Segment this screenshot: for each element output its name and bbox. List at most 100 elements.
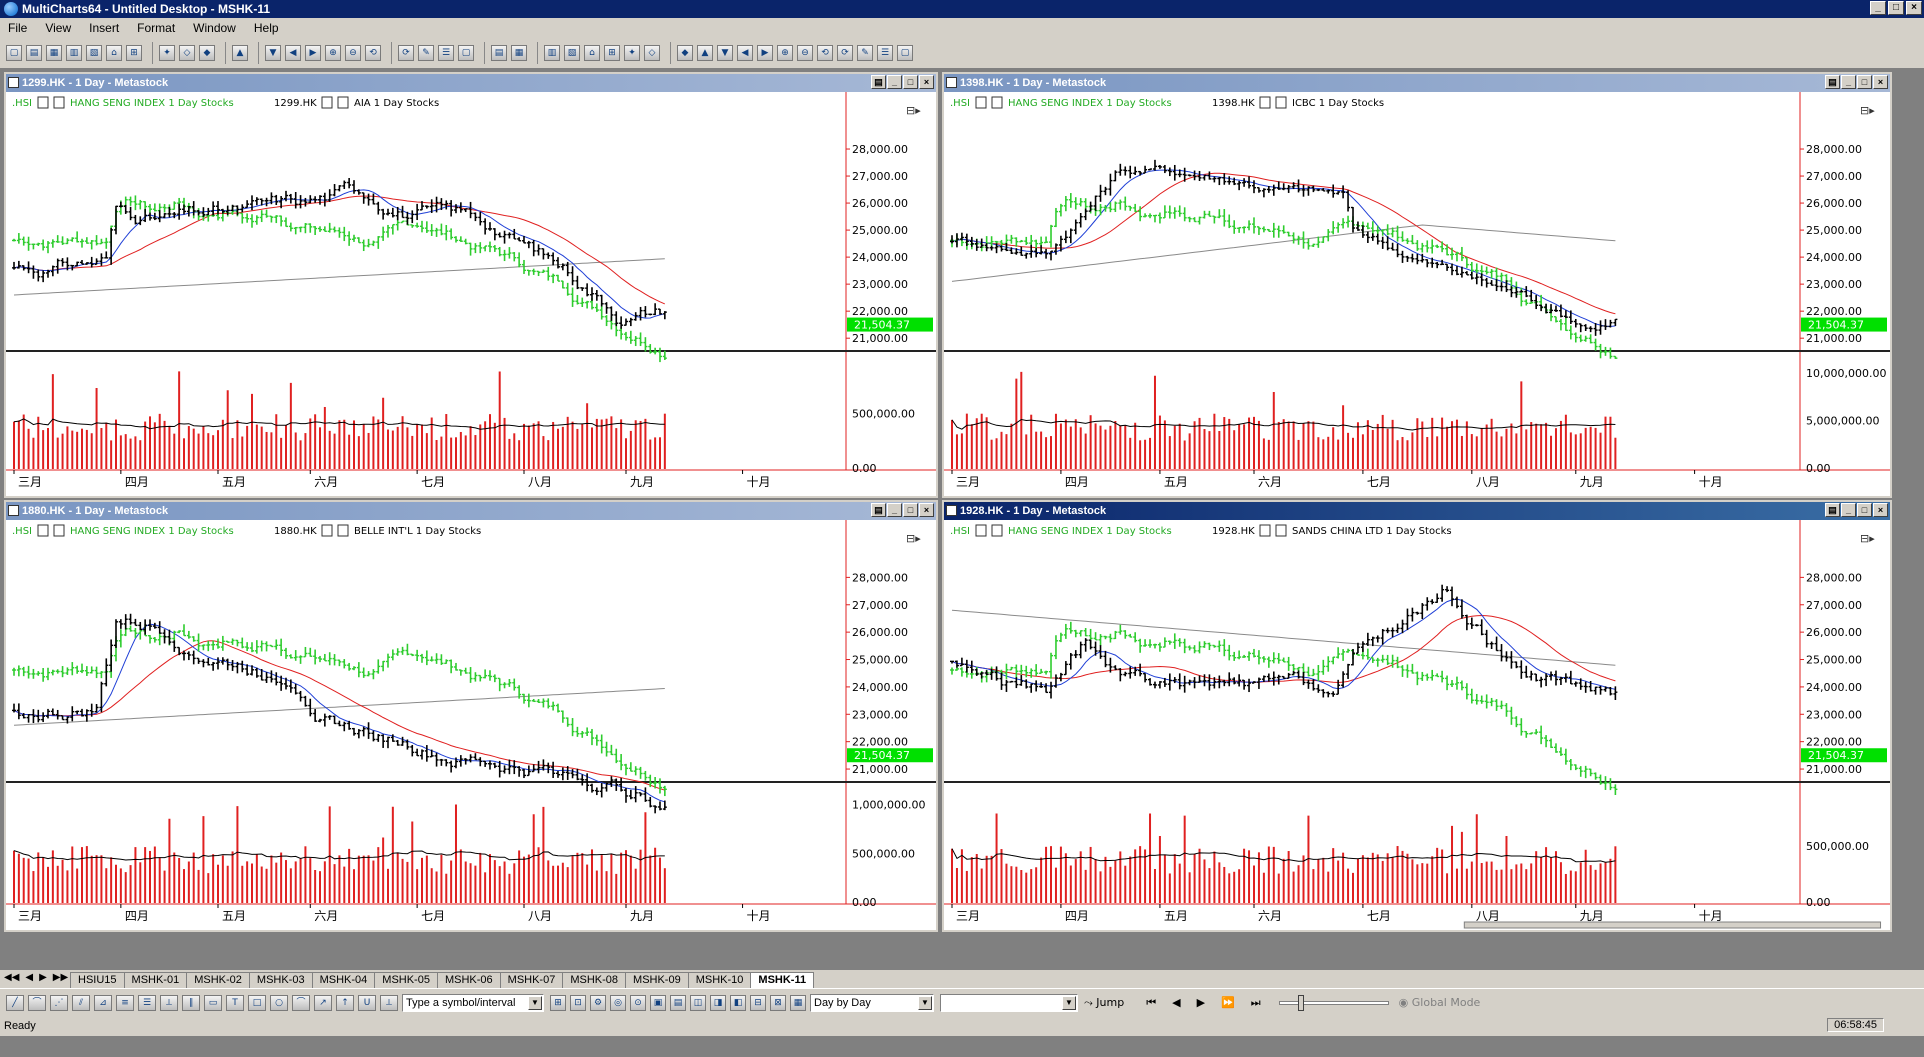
- toolbar-tool-10-icon[interactable]: ◆: [199, 44, 215, 61]
- drawing-tool-8-icon[interactable]: ⟂: [160, 994, 178, 1011]
- chevron-down-icon[interactable]: ▼: [1062, 995, 1076, 1010]
- chart-tool-2-icon[interactable]: ⊡: [570, 994, 586, 1011]
- chart-tool-7-icon[interactable]: ▤: [670, 994, 686, 1011]
- tab-first-icon[interactable]: ◀◀: [4, 972, 20, 983]
- close-button[interactable]: ×: [1906, 1, 1922, 15]
- toolbar-tool-40-icon[interactable]: ☰: [877, 44, 893, 61]
- chevron-down-icon[interactable]: ▼: [528, 995, 542, 1010]
- stock-dropdown-icon[interactable]: [321, 524, 333, 537]
- tab-last-icon[interactable]: ▶▶: [52, 972, 69, 983]
- drawing-tool-17-icon[interactable]: U: [358, 994, 376, 1011]
- toolbar-tool-22-icon[interactable]: ▤: [491, 44, 507, 61]
- chart-window-titlebar[interactable]: 1928.HK - 1 Day - Metastock ▤ _ □ ×: [944, 502, 1890, 520]
- stock-symbol-label[interactable]: 1299.HK: [274, 98, 317, 109]
- toolbar-tool-29-icon[interactable]: ◇: [644, 44, 660, 61]
- chart-window-minimize-button[interactable]: _: [1841, 75, 1856, 89]
- toolbar-tool-24-icon[interactable]: ▥: [544, 44, 560, 61]
- playback-last-icon[interactable]: ⏭: [1250, 995, 1261, 1009]
- toolbar-tool-15-icon[interactable]: ⊕: [325, 44, 341, 61]
- toolbar-tool-25-icon[interactable]: ▧: [564, 44, 580, 61]
- stock-symbol-label[interactable]: 1928.HK: [1212, 526, 1255, 537]
- toolbar-tool-34-icon[interactable]: ▶: [757, 44, 773, 61]
- chart-tool-10-icon[interactable]: ◧: [730, 994, 746, 1011]
- toolbar-tool-27-icon[interactable]: ⊞: [604, 44, 620, 61]
- toolbar-tool-1-icon[interactable]: ▢: [6, 44, 22, 61]
- tab-mshk-11[interactable]: MSHK-11: [750, 972, 815, 988]
- drawing-tool-5-icon[interactable]: ⊿: [94, 994, 112, 1011]
- playback-back-icon[interactable]: ◀: [1172, 996, 1181, 1009]
- chart-window-titlebar[interactable]: 1880.HK - 1 Day - Metastock ▤ _ □ ×: [6, 502, 936, 520]
- tab-next-icon[interactable]: ▶: [39, 972, 47, 983]
- playback-forward-icon[interactable]: ⏩: [1221, 996, 1235, 1009]
- stock-dropdown-icon[interactable]: [1259, 96, 1271, 109]
- global-mode-toggle[interactable]: ◉ Global Mode: [1398, 996, 1481, 1009]
- toolbar-tool-28-icon[interactable]: ✦: [624, 44, 640, 61]
- chart-window-maximize-button[interactable]: □: [1857, 75, 1872, 89]
- stock-symbol-label[interactable]: 1398.HK: [1212, 98, 1255, 109]
- horizontal-scrollbar[interactable]: [1463, 921, 1882, 929]
- chart-window-1928[interactable]: 1928.HK - 1 Day - Metastock ▤ _ □ × .HSI HANG …: [942, 500, 1892, 932]
- chart-tool-1-icon[interactable]: ⊞: [550, 994, 566, 1011]
- chart-tool-5-icon[interactable]: ⊙: [630, 994, 646, 1011]
- chart-window-maximize-button[interactable]: □: [1857, 503, 1872, 517]
- toolbar-tool-7-icon[interactable]: ⊞: [126, 44, 142, 61]
- tab-mshk-06[interactable]: MSHK-06: [436, 972, 501, 988]
- chevron-down-icon[interactable]: ▼: [918, 995, 932, 1010]
- chart-window-settings-button[interactable]: ▤: [1825, 503, 1840, 517]
- toolbar-tool-19-icon[interactable]: ✎: [418, 44, 434, 61]
- drawing-tool-1-icon[interactable]: ╱: [6, 994, 24, 1011]
- symbol-interval-input[interactable]: Type a symbol/interval ▼: [402, 993, 544, 1012]
- menu-insert[interactable]: Insert: [89, 20, 120, 35]
- chart-window-1299[interactable]: 1299.HK - 1 Day - Metastock ▤ _ □ × .HSI HANG …: [4, 72, 938, 498]
- tab-mshk-09[interactable]: MSHK-09: [625, 972, 689, 988]
- menu-view[interactable]: View: [45, 20, 72, 35]
- tab-mshk-05[interactable]: MSHK-05: [374, 972, 438, 988]
- menu-window[interactable]: Window: [193, 20, 236, 35]
- index-settings-icon[interactable]: [991, 524, 1003, 537]
- chart-scroll-icon[interactable]: ⊟▸: [1860, 532, 1875, 545]
- chart-window-close-button[interactable]: ×: [919, 503, 934, 517]
- toolbar-tool-9-icon[interactable]: ◇: [179, 44, 195, 61]
- price-volume-chart[interactable]: .HSI HANG SENG INDEX 1 Day Stocks 1928.HK S…: [944, 520, 1890, 930]
- stock-settings-icon[interactable]: [337, 96, 349, 109]
- slider-thumb[interactable]: [1297, 994, 1304, 1011]
- toolbar-tool-5-icon[interactable]: ▧: [86, 44, 102, 61]
- tab-mshk-07[interactable]: MSHK-07: [499, 972, 564, 988]
- chart-window-close-button[interactable]: ×: [1873, 75, 1888, 89]
- date-select[interactable]: ▼: [940, 993, 1078, 1012]
- price-volume-chart[interactable]: .HSI HANG SENG INDEX 1 Day Stocks 1880.HK B…: [6, 520, 936, 930]
- stock-dropdown-icon[interactable]: [321, 96, 333, 109]
- chart-tool-12-icon[interactable]: ⊠: [770, 994, 786, 1011]
- drawing-tool-6-icon[interactable]: ≡: [116, 994, 134, 1011]
- price-volume-chart[interactable]: .HSI HANG SENG INDEX 1 Day Stocks 1299.HK A…: [6, 92, 936, 496]
- playback-play-icon[interactable]: ▶: [1196, 996, 1206, 1009]
- chart-window-settings-button[interactable]: ▤: [1825, 75, 1840, 89]
- chart-tool-11-icon[interactable]: ⊟: [750, 994, 766, 1011]
- drawing-tool-9-icon[interactable]: ∥: [182, 994, 200, 1011]
- chart-tool-9-icon[interactable]: ◨: [710, 994, 726, 1011]
- toolbar-tool-30-icon[interactable]: ◆: [677, 44, 693, 61]
- toolbar-tool-39-icon[interactable]: ✎: [857, 44, 873, 61]
- drawing-tool-13-icon[interactable]: ○: [270, 994, 288, 1011]
- chart-tool-3-icon[interactable]: ⚙: [590, 994, 606, 1011]
- chart-window-titlebar[interactable]: 1299.HK - 1 Day - Metastock ▤ _ □ ×: [6, 74, 936, 92]
- tab-mshk-03[interactable]: MSHK-03: [248, 972, 313, 988]
- chart-window-1880[interactable]: 1880.HK - 1 Day - Metastock ▤ _ □ × .HSI HANG …: [4, 500, 938, 932]
- chart-window-minimize-button[interactable]: _: [1841, 503, 1856, 517]
- chart-window-settings-button[interactable]: ▤: [871, 75, 886, 89]
- drawing-tool-16-icon[interactable]: ↑: [336, 994, 354, 1011]
- stock-settings-icon[interactable]: [1275, 96, 1287, 109]
- index-settings-icon[interactable]: [991, 96, 1003, 109]
- chart-scroll-icon[interactable]: ⊟▸: [1860, 104, 1875, 117]
- drawing-tool-2-icon[interactable]: ⌒: [28, 994, 46, 1011]
- drawing-tool-7-icon[interactable]: ☰: [138, 994, 156, 1011]
- minimize-button[interactable]: _: [1870, 1, 1886, 15]
- jump-button[interactable]: ⤳ Jump: [1084, 995, 1125, 1009]
- stock-settings-icon[interactable]: [1275, 524, 1287, 537]
- stock-settings-icon[interactable]: [337, 524, 349, 537]
- toolbar-tool-21-icon[interactable]: ▢: [458, 44, 474, 61]
- toolbar-tool-2-icon[interactable]: ▤: [26, 44, 42, 61]
- index-dropdown-icon[interactable]: [975, 524, 987, 537]
- drawing-tool-4-icon[interactable]: ⫽: [72, 994, 90, 1011]
- chart-tool-8-icon[interactable]: ◫: [690, 994, 706, 1011]
